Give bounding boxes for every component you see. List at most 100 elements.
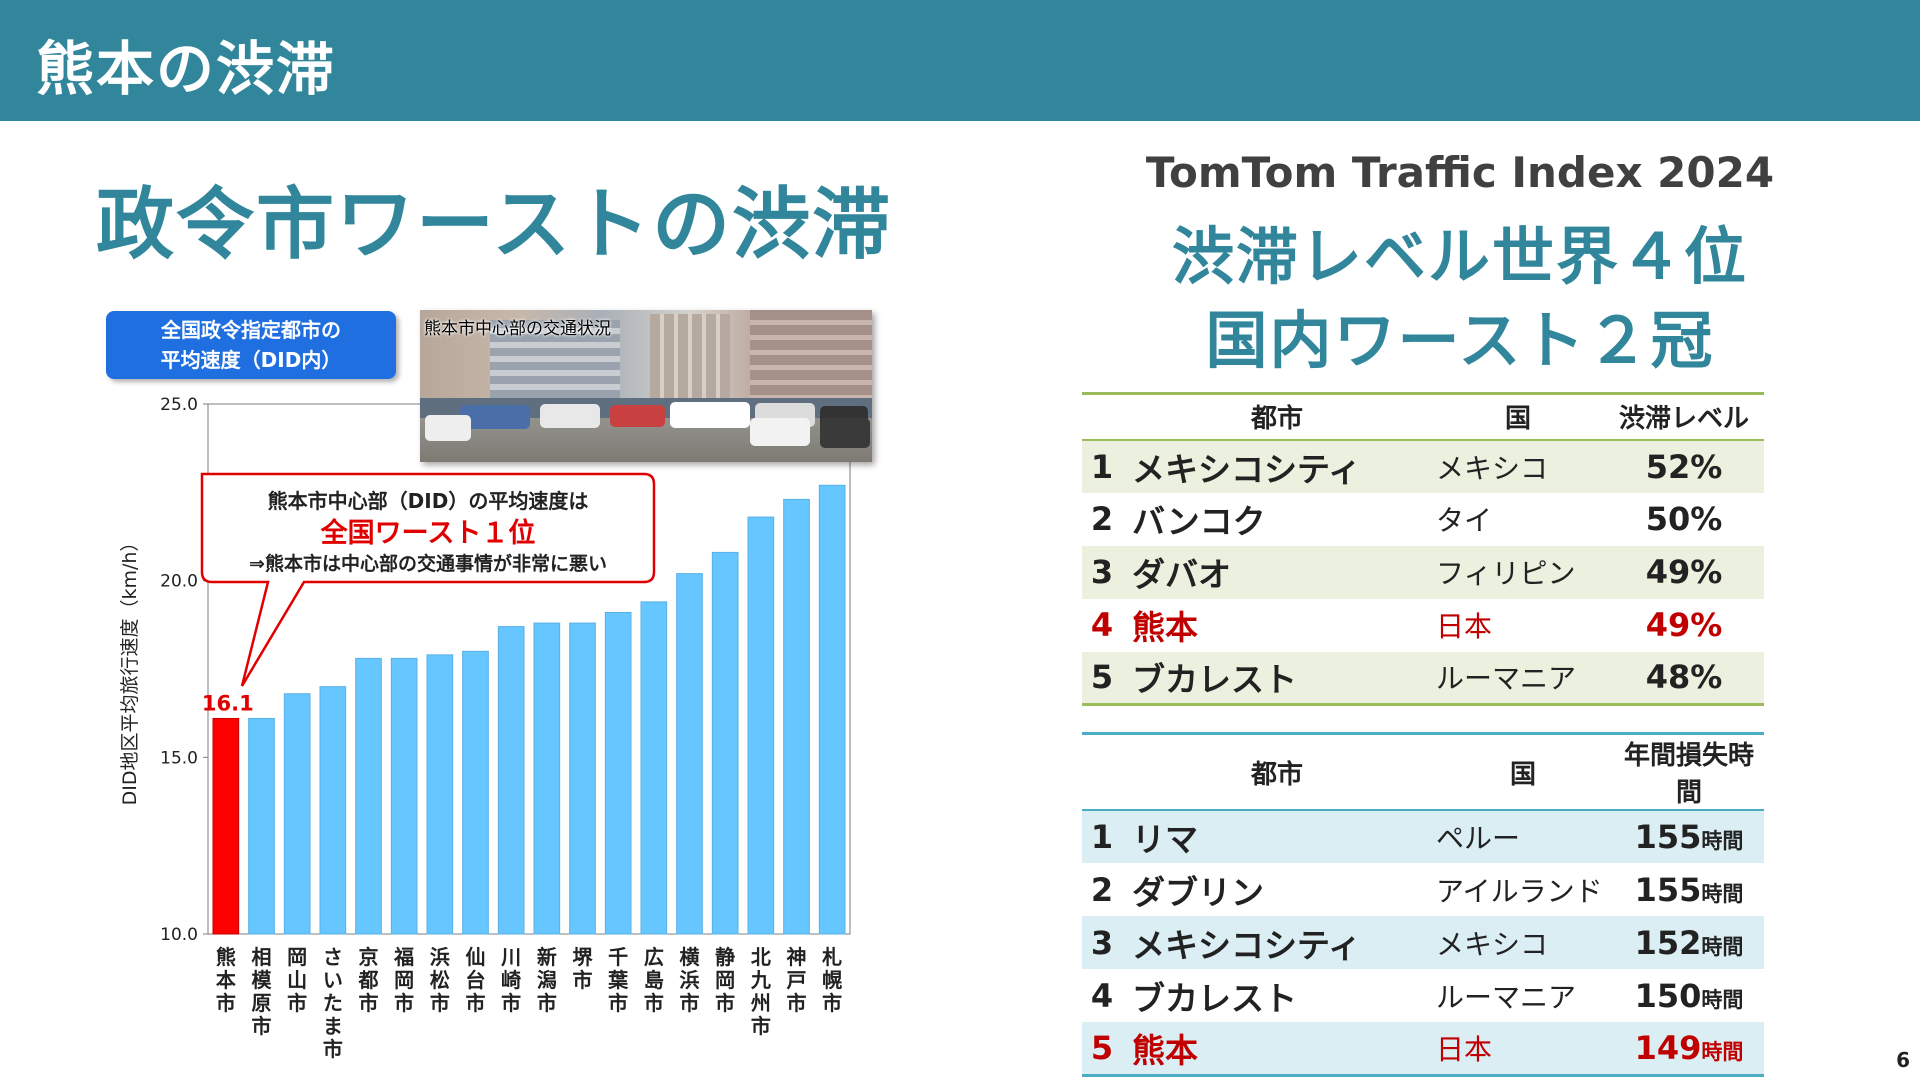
rank-number: 2: [1090, 870, 1114, 909]
x-tick-label-char: 模: [252, 968, 273, 992]
x-tick-label-char: 京: [359, 945, 379, 969]
headline-world-rank: 渋滞レベル世界４位: [1171, 220, 1748, 293]
x-tick-label-char: 市: [323, 1037, 343, 1060]
chart-label-line1: 全国政令指定都市の: [161, 318, 341, 342]
city-name: バンコク: [1132, 502, 1266, 541]
x-tick-label-char: 浜: [430, 945, 450, 969]
x-tick-label-char: 市: [715, 991, 735, 1015]
x-tick-label-char: 仙: [466, 945, 486, 969]
x-tick-label-char: 葉: [607, 968, 629, 992]
rank-number: 4: [1090, 976, 1114, 1015]
city-name: ブカレスト: [1132, 660, 1297, 700]
time-unit: 時間: [1701, 1039, 1744, 1064]
callout-line1: 熊本市中心部（DID）の平均速度は: [268, 489, 589, 513]
y-tick-label: 15.0: [160, 748, 198, 768]
bar: [676, 573, 703, 935]
table-row: 4 ブカレスト ルーマニア 150時間: [1082, 969, 1764, 1022]
country-name: タイ: [1436, 504, 1493, 537]
table-row: 1 リマ ペルー 155時間: [1082, 810, 1764, 863]
x-tick-label-char: 市: [822, 991, 842, 1015]
rank-number: 5: [1090, 1028, 1114, 1067]
x-tick-label-char: 市: [644, 991, 664, 1015]
rank-number: 5: [1090, 658, 1114, 697]
table1-header-city: 都市: [1250, 404, 1303, 435]
bar: [390, 657, 418, 935]
table-row: 5 ブカレスト ルーマニア 48%: [1082, 651, 1764, 705]
x-tick-label-char: 九: [750, 968, 771, 992]
time-loss-value: 149時間: [1614, 1022, 1764, 1075]
country-name: 日本: [1436, 610, 1493, 643]
city-name: 熊本: [1132, 608, 1198, 647]
time-loss-value: 155時間: [1614, 810, 1764, 863]
table2-header-country: 国: [1509, 759, 1536, 790]
time-loss-number: 155: [1634, 870, 1702, 909]
congestion-value: 48%: [1645, 658, 1723, 697]
table2-header-rank: [1082, 734, 1122, 811]
bar: [604, 611, 632, 935]
x-tick-label-char: 市: [430, 991, 450, 1015]
rank-number: 2: [1090, 500, 1114, 538]
x-tick-label-char: 潟: [537, 968, 557, 992]
time-loss-number: 152: [1634, 923, 1702, 962]
page-number: 6: [1896, 1048, 1910, 1072]
x-tick-label-char: 原: [252, 991, 272, 1015]
bar: [818, 484, 846, 935]
x-tick-label-char: 静: [715, 945, 735, 969]
time-loss-value: 152時間: [1614, 916, 1764, 969]
table-row: 1 メキシコシティ メキシコ 52%: [1082, 439, 1764, 493]
country-name: ルーマニア: [1436, 980, 1577, 1014]
city-name: メキシコシティ: [1132, 925, 1362, 965]
x-tick-label-char: 山: [287, 968, 307, 992]
congestion-value: 50%: [1645, 500, 1723, 538]
city-name: ダバオ: [1132, 555, 1231, 594]
chart-label-box: 全国政令指定都市の 平均速度（DID内）: [106, 311, 396, 379]
time-unit: 時間: [1701, 881, 1744, 906]
table2-header-value: 年間損失時間: [1623, 741, 1754, 808]
bar: [212, 717, 240, 935]
country-name: メキシコ: [1436, 927, 1549, 961]
y-tick-label: 25.0: [160, 395, 198, 415]
bar: [533, 622, 561, 935]
x-tick-label-char: 新: [537, 945, 557, 969]
speed-bar-chart: 10.015.020.025.0熊本市相模原市岡山市さいたま市京都市福岡市浜松市…: [119, 395, 851, 1060]
x-tick-label-char: 札: [821, 945, 842, 969]
bar: [355, 657, 382, 935]
country-name: アイルランド: [1436, 874, 1603, 908]
bar: [569, 622, 596, 935]
congestion-value: 52%: [1645, 447, 1723, 486]
x-tick-label-char: 広: [644, 945, 664, 969]
x-tick-label-char: 都: [358, 968, 379, 992]
x-tick-label-char: 岡: [715, 968, 735, 992]
x-tick-label-char: ま: [323, 1014, 343, 1038]
time-loss-value: 155時間: [1614, 863, 1764, 916]
y-tick-label: 10.0: [160, 925, 198, 945]
country-name: フィリピン: [1436, 557, 1576, 590]
tomtom-subtitle: TomTom Traffic Index 2024: [1145, 148, 1775, 197]
country-name: 日本: [1436, 1032, 1493, 1066]
country-name: ルーマニア: [1436, 662, 1577, 696]
table-row: 3 ダバオ フィリピン 49%: [1082, 545, 1764, 599]
headline-domestic-worst: 国内ワースト２冠: [1205, 304, 1715, 377]
x-tick-label-char: 市: [680, 991, 700, 1015]
header-bar: 熊本の渋滞: [0, 0, 1920, 121]
y-tick-label: 20.0: [160, 572, 198, 592]
time-loss-number: 149: [1634, 1028, 1702, 1067]
bar: [640, 601, 668, 935]
x-tick-label-char: さ: [323, 945, 343, 969]
photo-caption: 熊本市中心部の交通状況: [424, 319, 611, 339]
chart-label-line2: 平均速度（DID内）: [160, 348, 342, 372]
x-tick-label-char: 崎: [501, 968, 521, 992]
x-tick-label-char: 岡: [394, 968, 414, 992]
rank-number: 3: [1090, 553, 1114, 591]
rank-number: 1: [1090, 447, 1114, 486]
bar: [283, 693, 311, 935]
left-section-title: 政令市ワーストの渋滞: [96, 180, 893, 270]
x-tick-label-char: 川: [500, 945, 521, 969]
x-tick-label-char: た: [323, 991, 343, 1015]
callout-bubble: [200, 472, 656, 687]
callout-line2: 全国ワースト１位: [320, 517, 536, 549]
bar: [319, 686, 347, 935]
time-unit: 時間: [1701, 829, 1744, 853]
congestion-value: 49%: [1645, 553, 1723, 591]
x-tick-label-char: 相: [252, 945, 272, 969]
